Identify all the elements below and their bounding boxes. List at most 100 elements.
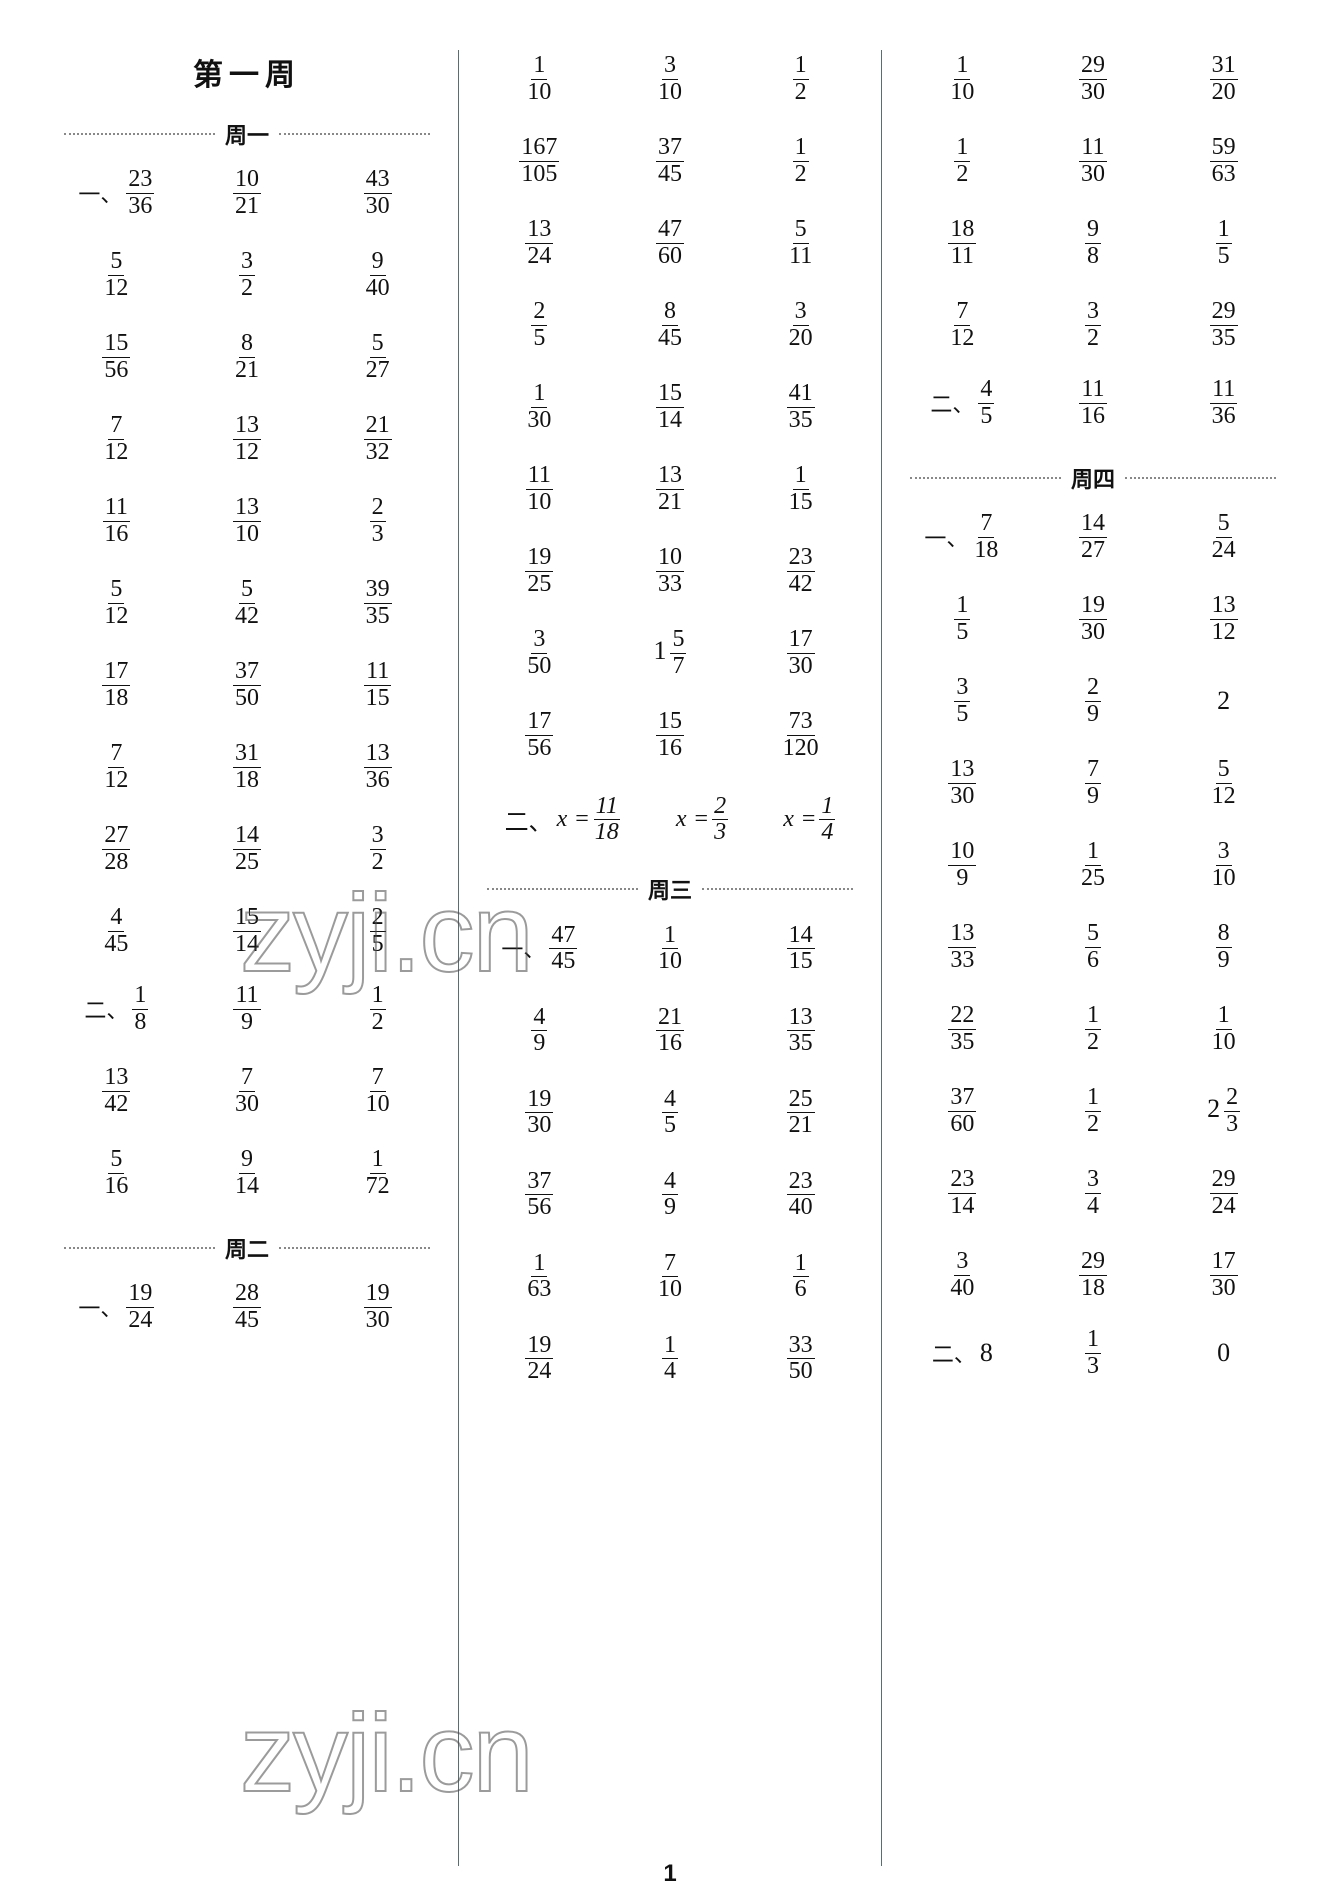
fraction-cell: 1730: [738, 624, 863, 682]
fraction-cell: 14: [608, 1329, 733, 1387]
fraction-cell: 1930: [315, 1278, 440, 1336]
fraction-cell: 712: [54, 410, 179, 468]
fraction-cell: 845: [608, 296, 733, 354]
fraction-cell: 4330: [315, 164, 440, 222]
fraction-cell: 79: [1031, 754, 1156, 812]
fraction-cell: 445: [54, 902, 179, 960]
page: zyji.cn zyji.cn 第一周 周一 一、233610214330512…: [0, 0, 1340, 1896]
fraction-cell: 512: [1161, 754, 1286, 812]
fraction-cell: 49: [477, 1001, 602, 1059]
fraction-grid: 11029303120121130596318119815712322935: [900, 50, 1286, 354]
fraction-cell: 157: [608, 624, 733, 682]
page-number: 1: [0, 1860, 1340, 1888]
fraction-cell: 710: [608, 1247, 733, 1305]
fraction-cell: 350: [477, 624, 602, 682]
fraction-cell: 527: [315, 328, 440, 386]
fraction-cell: 1324: [477, 214, 602, 272]
fraction-cell: 1312: [1161, 590, 1286, 648]
fraction-cell: 一、718: [900, 508, 1025, 566]
equation: 二、x=1118: [505, 794, 621, 845]
fraction-cell: 1925: [477, 542, 602, 600]
day-separator: 周一: [54, 118, 440, 150]
fraction-cell: 1514: [185, 902, 310, 960]
fraction-cell: 1427: [1031, 508, 1156, 566]
fraction-cell: 3350: [738, 1329, 863, 1387]
fraction-cell: 119: [185, 980, 310, 1038]
fraction-cell: 4135: [738, 378, 863, 436]
fraction-grid: 一、192428451930: [54, 1278, 440, 1336]
fraction-cell: 一、4745: [477, 919, 602, 977]
fraction-cell: 940: [315, 246, 440, 304]
fraction-cell: 二、8: [900, 1324, 1025, 1382]
fraction-cell: 2521: [738, 1083, 863, 1141]
column-3: 11029303120121130596318119815712322935 二…: [886, 50, 1300, 1866]
fraction-cell: 1115: [315, 656, 440, 714]
equation: x=23: [676, 794, 728, 845]
fraction-cell: 3745: [608, 132, 733, 190]
fraction-cell: 712: [54, 738, 179, 796]
fraction-cell: 2930: [1031, 50, 1156, 108]
day-label: 周四: [1071, 462, 1115, 494]
fraction-grid: 一、47451101415492116133519304525213756492…: [477, 919, 863, 1387]
fraction-cell: 32: [185, 246, 310, 304]
fraction-grid: 二、18119121342730710516914172: [54, 980, 440, 1202]
fraction-cell: 109: [900, 836, 1025, 894]
fraction-cell: 98: [1031, 214, 1156, 272]
fraction-cell: 914: [185, 1144, 310, 1202]
fraction-cell: 32: [1031, 296, 1156, 354]
fraction-cell: 524: [1161, 508, 1286, 566]
column-1: 第一周 周一 一、2336102143305123294015568215277…: [40, 50, 454, 1866]
fraction-cell: 23: [315, 492, 440, 550]
fraction-cell: 1335: [738, 1001, 863, 1059]
fraction-cell: 2845: [185, 1278, 310, 1336]
fraction-cell: 0: [1161, 1324, 1286, 1382]
fraction-cell: 5963: [1161, 132, 1286, 190]
fraction-cell: 1556: [54, 328, 179, 386]
fraction-cell: 2728: [54, 820, 179, 878]
fraction-grid: 一、23361021433051232940155682152771213122…: [54, 164, 440, 960]
fraction-cell: 1336: [315, 738, 440, 796]
fraction-cell: 25: [477, 296, 602, 354]
fraction-cell: 125: [1031, 836, 1156, 894]
fraction-cell: 3120: [1161, 50, 1286, 108]
fraction-cell: 511: [738, 214, 863, 272]
fraction-cell: 1116: [1031, 374, 1156, 432]
fraction-cell: 516: [54, 1144, 179, 1202]
fraction-cell: 1312: [185, 410, 310, 468]
fraction-cell: 110: [477, 50, 602, 108]
fraction-cell: 110: [1161, 1000, 1286, 1058]
fraction-cell: 12: [738, 132, 863, 190]
equation-row: 二、x=1118x=23x=14: [477, 794, 863, 845]
fraction-cell: 32: [315, 820, 440, 878]
fraction-cell: 542: [185, 574, 310, 632]
fraction-cell: 730: [185, 1062, 310, 1120]
fraction-cell: 1756: [477, 706, 602, 764]
column-2: 1103101216710537451213244760511258453201…: [463, 50, 877, 1866]
fraction-cell: 34: [1031, 1164, 1156, 1222]
fraction-cell: 710: [315, 1062, 440, 1120]
fraction-cell: 1136: [1161, 374, 1286, 432]
fraction-cell: 512: [54, 246, 179, 304]
fraction-cell: 110: [608, 919, 733, 977]
fraction-cell: 2235: [900, 1000, 1025, 1058]
fraction-cell: 35: [900, 672, 1025, 730]
fraction-grid: 二、8130: [900, 1324, 1286, 1382]
fraction-cell: 2116: [608, 1001, 733, 1059]
fraction-cell: 320: [738, 296, 863, 354]
fraction-cell: 821: [185, 328, 310, 386]
fraction-cell: 12: [738, 50, 863, 108]
fraction-cell: 163: [477, 1247, 602, 1305]
fraction-cell: 172: [315, 1144, 440, 1202]
fraction-cell: 3935: [315, 574, 440, 632]
fraction-cell: 12: [900, 132, 1025, 190]
day-separator: 周四: [900, 462, 1286, 494]
fraction-cell: 3118: [185, 738, 310, 796]
fraction-cell: 1310: [185, 492, 310, 550]
fraction-cell: 1924: [477, 1329, 602, 1387]
fraction-cell: 45: [608, 1083, 733, 1141]
fraction-cell: 2342: [738, 542, 863, 600]
fraction-cell: 49: [608, 1165, 733, 1223]
fraction-cell: 2924: [1161, 1164, 1286, 1222]
fraction-cell: 1130: [1031, 132, 1156, 190]
fraction-cell: 310: [608, 50, 733, 108]
